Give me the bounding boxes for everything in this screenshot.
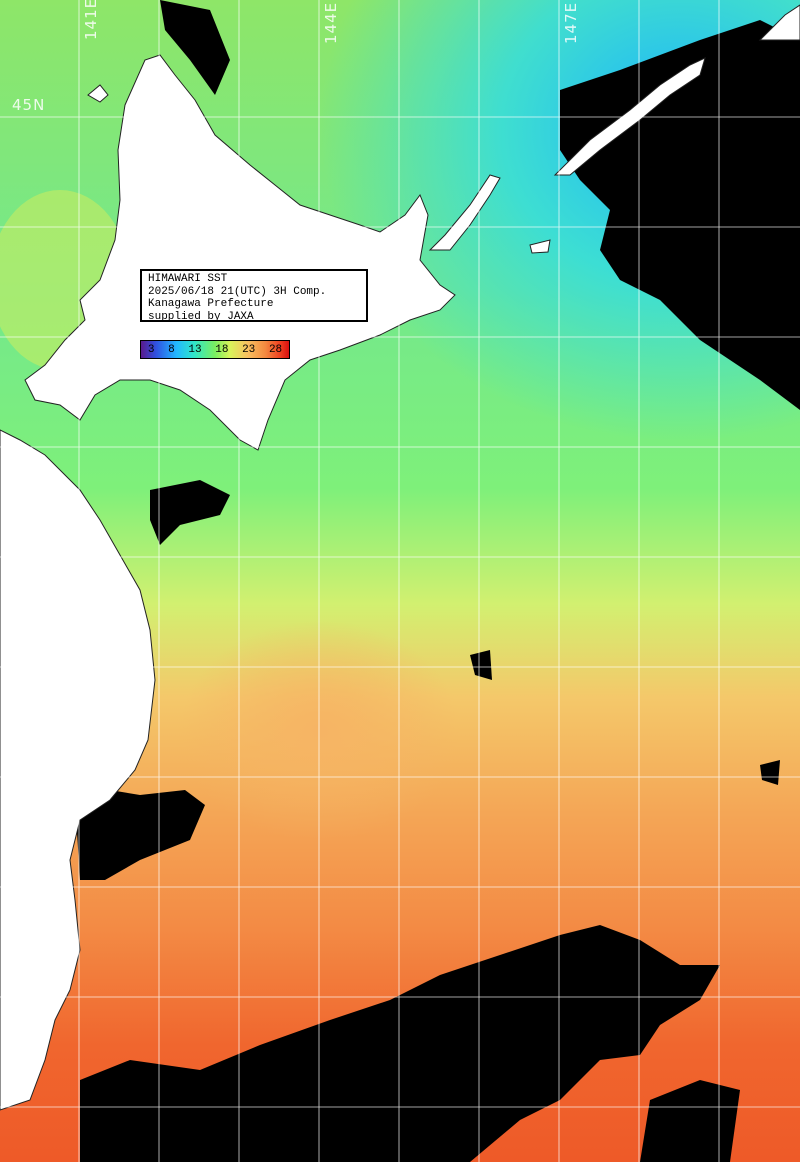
- cloud-mask-south: [80, 925, 720, 1162]
- lat-label-45: 45N: [12, 96, 46, 114]
- info-prefecture: Kanagawa Prefecture: [148, 298, 274, 310]
- legend-tick: 18: [215, 343, 229, 356]
- cloud-mask-small: [470, 650, 492, 680]
- kurile-island-2: [553, 57, 706, 176]
- legend-tick: 8: [168, 343, 175, 356]
- cloud-masks: [75, 0, 800, 1162]
- legend-tick: 23: [242, 343, 256, 356]
- warm-eddy: [180, 620, 460, 840]
- cloud-mask-coast: [75, 790, 205, 880]
- info-credit: supplied by JAXA: [148, 310, 254, 323]
- honshu-land: [0, 429, 156, 1111]
- kurile-islet: [529, 239, 551, 254]
- cloud-mask-north: [160, 0, 230, 95]
- legend-tick: 13: [188, 343, 202, 356]
- info-box: HIMAWARI SST 2025/06/18 21(UTC) 3H Comp.…: [140, 269, 368, 323]
- rishiri-island: [87, 84, 109, 103]
- cloud-mask-small-east: [760, 760, 780, 785]
- cloud-mask-central: [150, 480, 230, 545]
- info-title: HIMAWARI SST: [148, 273, 228, 285]
- info-datetime: 2025/06/18 21(UTC) 3H Comp.: [148, 285, 327, 298]
- cloud-mask-southeast: [640, 1080, 740, 1162]
- temperature-color-legend: 3 8 13 18 23 28: [140, 340, 290, 359]
- hokkaido-land: [24, 54, 456, 451]
- lon-label-141: 141E: [82, 0, 100, 40]
- lon-label-144: 144E: [322, 1, 340, 44]
- kurile-island-3: [758, 4, 800, 41]
- land: [0, 4, 800, 1111]
- kurile-island-1: [428, 174, 501, 251]
- lon-label-147: 147E: [562, 1, 580, 44]
- legend-tick: 28: [268, 343, 283, 356]
- legend-tick: 3: [147, 343, 155, 356]
